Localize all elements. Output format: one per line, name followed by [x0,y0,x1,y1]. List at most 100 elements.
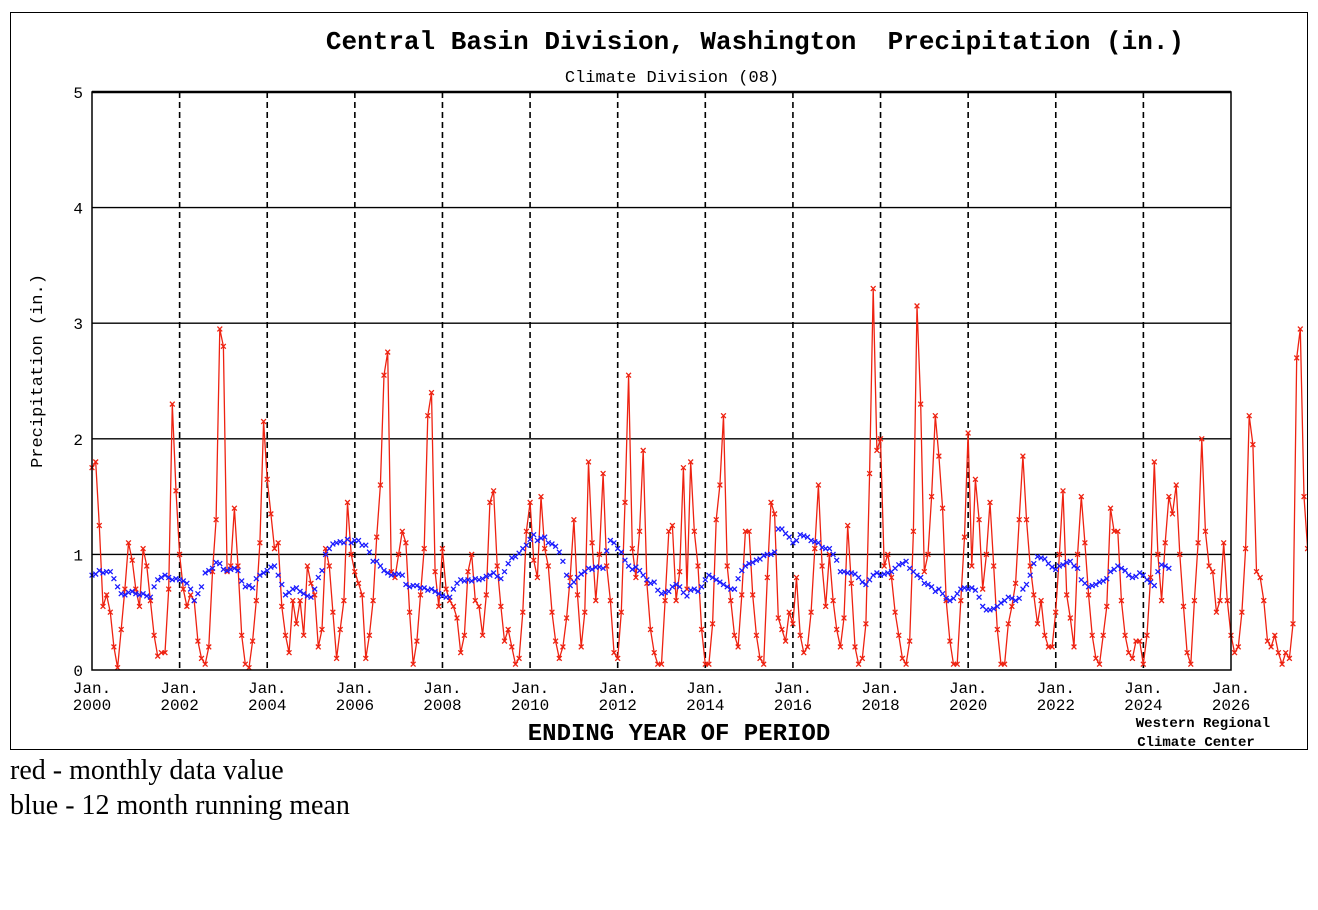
monthly-point [461,632,468,639]
running-mean-point [629,566,636,573]
running-mean-point [676,583,683,590]
x-tick-year: 2004 [248,697,286,715]
running-mean-point [990,605,997,612]
running-mean-point [936,586,942,592]
running-mean-point [549,541,555,547]
running-mean-point [563,572,570,579]
running-mean-point [414,582,420,589]
running-mean-point [198,583,205,590]
running-mean-point [326,545,333,552]
monthly-point [300,632,307,639]
monthly-point [1034,620,1041,627]
running-mean-point [1103,575,1110,582]
monthly-point [1125,649,1132,656]
monthly-point [424,412,431,419]
monthly-point [268,511,274,517]
monthly-point [954,661,961,668]
monthly-point [720,412,727,419]
running-mean-point [322,551,329,558]
running-mean-point [793,537,800,544]
running-mean-point [508,555,515,561]
monthly-point [724,563,731,569]
monthly-point [1220,539,1227,546]
running-mean-point [216,560,223,567]
running-mean-point [771,549,778,555]
monthly-point [983,551,990,558]
monthly-point [1114,528,1121,535]
running-mean-point [720,581,727,588]
monthly-point [439,545,446,552]
running-mean-point [709,574,716,581]
monthly-point [592,597,599,604]
running-mean-point [618,549,625,555]
running-mean-point [180,578,187,584]
monthly-point [811,545,818,552]
running-mean-point [1009,595,1015,602]
running-mean-point [1140,572,1147,579]
running-mean-point [527,536,533,543]
running-mean-point [669,583,676,590]
running-mean-point [275,572,282,579]
running-mean-point [388,572,395,579]
running-mean-point [939,590,946,597]
monthly-point [1264,638,1271,644]
monthly-point [1078,493,1085,500]
monthly-point [1151,459,1158,465]
monthly-point [1089,632,1096,639]
monthly-point [782,638,789,644]
running-mean-point [457,576,464,583]
running-mean-point [1067,558,1074,565]
monthly-point [961,534,968,540]
monthly-point [165,586,172,592]
monthly-point [238,632,245,639]
monthly-point [815,482,822,488]
monthly-point [498,603,504,610]
running-mean-point [516,550,522,557]
monthly-point [1020,453,1026,459]
running-mean-point [589,566,595,573]
monthly-point [1253,568,1260,575]
running-mean-point [560,558,566,565]
monthly-point [173,487,179,494]
monthly-point [541,545,548,552]
running-mean-point [242,583,249,590]
monthly-point [1038,597,1044,604]
monthly-point [271,545,278,552]
running-mean-point [494,573,501,580]
y-tick-label: 3 [73,316,83,334]
monthly-point [483,592,490,598]
monthly-point [1304,545,1307,552]
monthly-point [771,511,778,517]
running-mean-point [870,572,877,579]
monthly-point [917,401,924,407]
monthly-point [129,557,136,564]
monthly-point [1297,326,1304,332]
monthly-point [1056,551,1063,558]
running-mean-point [928,583,935,590]
monthly-point [410,661,417,668]
monthly-point [1001,661,1008,668]
monthly-point [100,603,106,610]
running-mean-point [1125,572,1132,579]
running-mean-point [297,588,303,595]
monthly-point [516,655,522,662]
monthly-point [695,563,701,569]
running-mean-point [808,537,814,544]
x-tick-month: Jan. [248,680,286,698]
monthly-point [662,597,668,604]
running-mean-point [205,567,212,574]
running-mean-point [366,549,373,555]
running-mean-point [224,567,230,574]
monthly-point [395,551,402,558]
monthly-point [899,655,906,662]
monthly-point [808,609,814,616]
monthly-point [341,597,347,604]
monthly-point [162,649,168,656]
running-mean-point [717,579,723,585]
running-mean-point [859,579,866,585]
monthly-point [377,482,384,488]
running-mean-point [1107,568,1114,575]
running-mean-point [1041,556,1048,562]
monthly-point [293,620,300,627]
running-mean-point [954,590,961,597]
